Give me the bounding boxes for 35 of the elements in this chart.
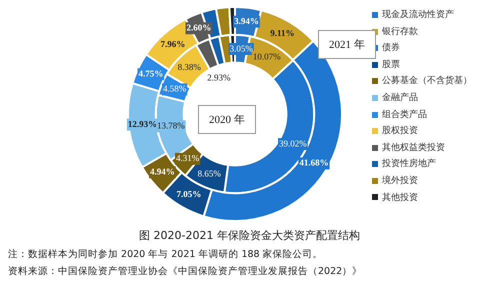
legend-label: 投资性房地产 <box>382 158 436 168</box>
legend-label: 银行存款 <box>382 26 418 36</box>
data-label: 4.58% <box>162 84 187 94</box>
legend-label: 其他投资 <box>382 192 418 202</box>
data-label: 2.93% <box>207 72 232 82</box>
text: 图 2020-2021 年保险资金大类资产配置结构 <box>138 228 361 243</box>
legend-label: 股权投资 <box>382 125 418 136</box>
data-label: 10.07% <box>252 51 282 62</box>
legend-label: 其他权益类投资 <box>382 142 445 152</box>
legend-label: 现金及流动性资产 <box>382 9 454 19</box>
slice-label: 2021 年 <box>318 30 376 59</box>
legend-label: 组合类产品 <box>382 108 427 119</box>
data-label: 8.65% <box>198 168 222 178</box>
legend-label: 股票 <box>382 58 400 69</box>
data-label: 12.93% <box>128 118 158 129</box>
data-label: 41.68% <box>299 158 329 168</box>
legend-label: 金融产品 <box>382 92 418 102</box>
data-label: 3.05% <box>230 43 254 54</box>
data-label: 13.78% <box>157 120 186 131</box>
data-label: 39.02% <box>279 138 308 148</box>
data-label: 4.31% <box>176 153 200 164</box>
legend-label: 债券 <box>382 42 400 52</box>
legend-label: 2020 年 <box>198 105 256 134</box>
legend-label: 境外投资 <box>382 174 418 185</box>
data-label: 3.94% <box>234 16 259 26</box>
data-label: 9.11% <box>270 28 294 38</box>
text: 资料来源：中国保险资产管理业协会《中国保险资产管理业发展报告（2022）》 <box>8 265 362 279</box>
data-label: 8.38% <box>178 62 202 72</box>
data-label: 4.75% <box>138 68 164 79</box>
legend-label: 公募基金（不含货基） <box>382 75 472 86</box>
data-label: 4.94% <box>150 166 175 177</box>
data-label: 7.96% <box>160 38 186 49</box>
text: 注：数据样本为同时参加 2020 年与 2021 年调研的 188 家保险公司。 <box>8 248 324 262</box>
data-label: 2.60% <box>186 22 212 33</box>
data-label: 7.05% <box>176 189 202 200</box>
